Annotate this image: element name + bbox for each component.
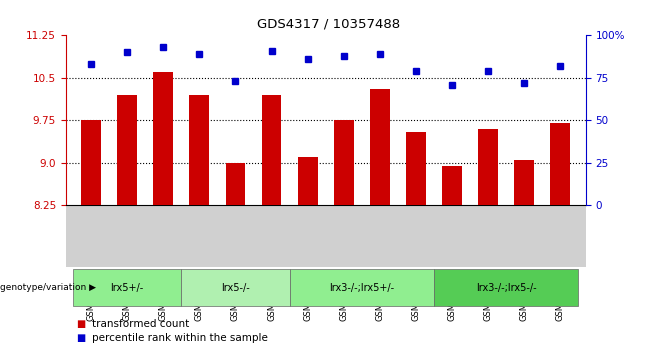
Text: ■: ■ — [76, 333, 85, 343]
FancyBboxPatch shape — [73, 269, 182, 306]
Bar — [81, 120, 101, 205]
Bar — [442, 166, 462, 205]
Bar — [262, 95, 282, 205]
FancyBboxPatch shape — [182, 269, 290, 306]
Bar — [190, 95, 209, 205]
Bar — [406, 132, 426, 205]
Bar — [551, 123, 570, 205]
Bar — [117, 95, 137, 205]
Text: ■: ■ — [76, 319, 85, 329]
Text: GDS4317 / 10357488: GDS4317 / 10357488 — [257, 18, 401, 31]
Bar — [297, 157, 318, 205]
Text: lrx3-/-;lrx5+/-: lrx3-/-;lrx5+/- — [329, 282, 394, 293]
FancyBboxPatch shape — [434, 269, 578, 306]
Text: transformed count: transformed count — [92, 319, 190, 329]
Text: lrx5+/-: lrx5+/- — [111, 282, 144, 293]
Bar — [515, 160, 534, 205]
FancyBboxPatch shape — [290, 269, 434, 306]
Text: percentile rank within the sample: percentile rank within the sample — [92, 333, 268, 343]
Bar — [370, 89, 390, 205]
Bar — [226, 163, 245, 205]
Bar — [334, 120, 354, 205]
Text: lrx3-/-;lrx5-/-: lrx3-/-;lrx5-/- — [476, 282, 536, 293]
Text: lrx5-/-: lrx5-/- — [221, 282, 250, 293]
Bar — [153, 72, 173, 205]
Text: genotype/variation ▶: genotype/variation ▶ — [0, 283, 96, 292]
Bar — [478, 129, 498, 205]
